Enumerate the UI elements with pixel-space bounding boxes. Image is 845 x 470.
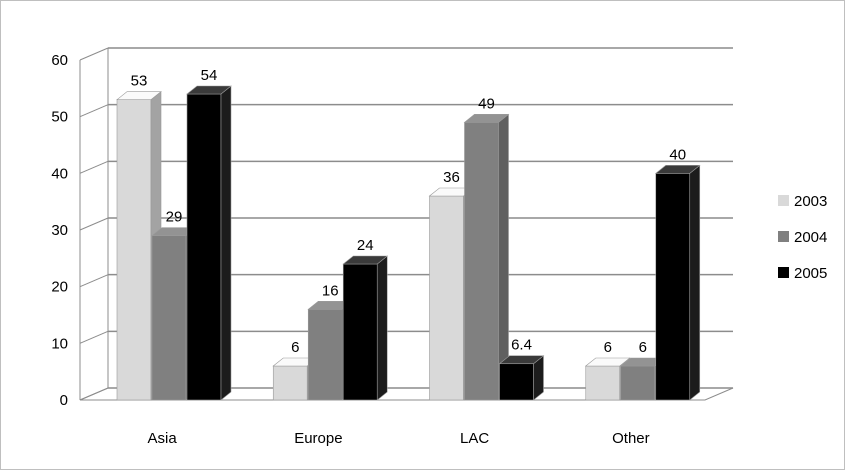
x-tick-label: Europe bbox=[294, 430, 342, 447]
bar-top bbox=[186, 85, 232, 95]
data-label: 6 bbox=[604, 339, 612, 356]
bar-other-2005[interactable] bbox=[655, 173, 691, 401]
legend-swatch-2005 bbox=[778, 267, 789, 278]
data-label: 6.4 bbox=[511, 337, 532, 354]
bar-side bbox=[376, 255, 388, 401]
bar-top bbox=[463, 114, 510, 123]
bar-side bbox=[689, 164, 701, 401]
y-tick-label: 50 bbox=[51, 109, 68, 126]
bar-side bbox=[220, 85, 232, 401]
wall-tick bbox=[79, 104, 109, 118]
bar-europe-2005[interactable] bbox=[342, 263, 378, 401]
bar-top bbox=[584, 357, 631, 367]
bar-lac-2003[interactable] bbox=[429, 195, 464, 401]
data-label: 54 bbox=[201, 67, 218, 84]
wall-tick bbox=[79, 160, 109, 174]
legend-label-2004: 2004 bbox=[794, 229, 827, 246]
data-label: 53 bbox=[131, 73, 148, 90]
bar-top bbox=[116, 91, 162, 100]
legend-label-2005: 2005 bbox=[794, 265, 827, 282]
bar-top bbox=[498, 355, 545, 365]
bar-top bbox=[654, 165, 701, 174]
data-label: 16 bbox=[322, 282, 339, 299]
wall-tick bbox=[79, 217, 109, 231]
bar-lac-2005[interactable] bbox=[499, 363, 534, 401]
legend-swatch-2003 bbox=[778, 195, 789, 206]
data-label: 49 bbox=[478, 95, 495, 112]
data-label: 24 bbox=[357, 237, 374, 254]
y-tick-label: 60 bbox=[51, 52, 68, 69]
y-tick-label: 10 bbox=[51, 335, 68, 352]
data-label: 6 bbox=[291, 339, 299, 356]
data-label: 29 bbox=[166, 209, 183, 226]
x-tick-label: Other bbox=[612, 430, 650, 447]
bar-asia-2004[interactable] bbox=[151, 235, 187, 401]
data-label: 40 bbox=[669, 146, 686, 163]
y-tick-label: 0 bbox=[60, 392, 68, 409]
legend-label-2003: 2003 bbox=[794, 193, 827, 210]
bar-lac-2004[interactable] bbox=[464, 122, 499, 401]
data-label: 6 bbox=[639, 339, 647, 356]
bar-europe-2003[interactable] bbox=[272, 365, 308, 401]
wall-tick bbox=[79, 330, 109, 344]
legend-swatch-2004 bbox=[778, 231, 789, 242]
bar-other-2004[interactable] bbox=[620, 365, 656, 401]
wall-tick bbox=[79, 274, 109, 288]
bar-asia-2005[interactable] bbox=[186, 93, 222, 401]
y-tick-label: 40 bbox=[51, 165, 68, 182]
x-tick-label: LAC bbox=[460, 430, 489, 447]
bar-other-2003[interactable] bbox=[585, 365, 621, 401]
y-tick-label: 20 bbox=[51, 279, 68, 296]
bar-top bbox=[342, 255, 389, 265]
x-tick-label: Asia bbox=[148, 430, 178, 447]
bar-side bbox=[498, 113, 509, 401]
wall-tick bbox=[79, 47, 109, 61]
bar-europe-2004[interactable] bbox=[307, 309, 343, 401]
bar-asia-2003[interactable] bbox=[116, 99, 152, 401]
data-label: 36 bbox=[443, 169, 460, 186]
y-tick-label: 30 bbox=[51, 222, 68, 239]
